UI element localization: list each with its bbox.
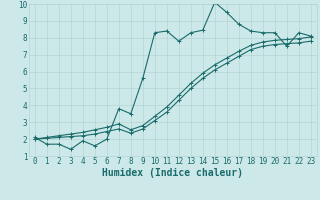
X-axis label: Humidex (Indice chaleur): Humidex (Indice chaleur) xyxy=(102,168,243,178)
